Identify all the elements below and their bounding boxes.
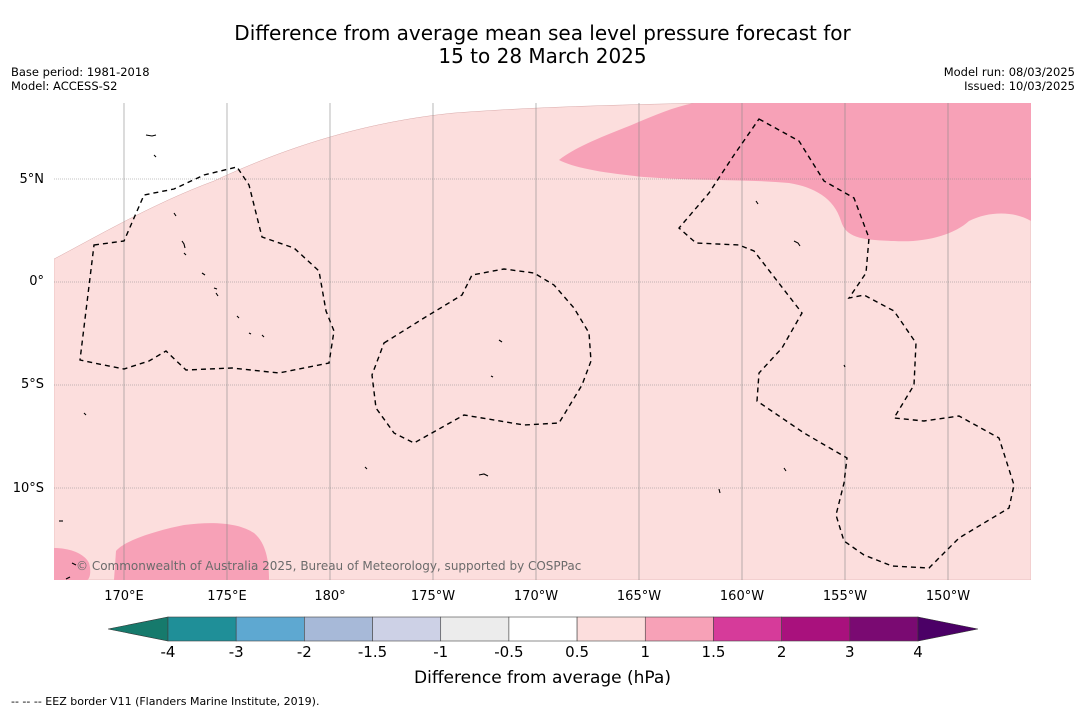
lat-label-5n: 5°N <box>19 172 45 187</box>
colorbar-segment-1 <box>167 616 237 642</box>
colorbar-segment-5 <box>440 616 510 642</box>
metadata-left: Base period: 1981-2018 Model: ACCESS-S2 <box>11 65 150 93</box>
eez-border-kiribati-gilbert <box>79 166 335 374</box>
model-run: Model run: 08/03/2025 <box>943 65 1075 79</box>
colorbar-segment-11 <box>849 616 919 642</box>
map-canvas <box>54 103 1031 580</box>
colorbar-segment-6 <box>508 616 578 642</box>
lon-label-155w: 155°W <box>822 589 868 604</box>
eez-border-line-islands <box>678 118 1015 569</box>
lon-label-175e: 175°E <box>207 589 247 604</box>
map-area <box>54 103 1031 580</box>
lon-label-160w: 160°W <box>719 589 765 604</box>
lon-label-165w: 165°W <box>616 589 662 604</box>
pressure-band-0.5-to-1 <box>54 103 1031 580</box>
colorbar-tick-label: -4 <box>160 643 176 661</box>
lat-label-5s: 5°S <box>20 377 44 392</box>
lat-label-0: 0° <box>29 274 44 289</box>
model-name: Model: ACCESS-S2 <box>11 79 118 93</box>
pressure-band-1-to-1.5-north <box>559 103 1031 242</box>
title-line-2: 15 to 28 March 2025 <box>438 44 647 68</box>
colorbar-tick-label: 3 <box>845 643 855 661</box>
colorbar-segment-3 <box>304 616 373 642</box>
lon-label-180: 180° <box>314 589 346 604</box>
colorbar-tick-label: 1 <box>640 643 651 661</box>
colorbar-tick-label: 0.5 <box>565 643 590 661</box>
eez-borders <box>79 118 1015 569</box>
lon-label-150w: 150°W <box>925 589 971 604</box>
colorbar-tick-label: 4 <box>913 643 923 661</box>
pressure-band-1-to-1.5-corner <box>54 548 91 580</box>
colorbar-segment-8 <box>644 616 714 642</box>
base-period: Base period: 1981-2018 <box>11 65 150 79</box>
footnote: -- -- -- EEZ border V11 (Flanders Marine… <box>11 695 320 708</box>
lat-label-10s: 10°S <box>12 481 44 496</box>
colorbar-tick-label: 2 <box>776 643 787 661</box>
title-line-1: Difference from average mean sea level p… <box>234 21 851 45</box>
colorbar-extend-high <box>917 616 978 642</box>
lon-label-170w: 170°W <box>513 589 559 604</box>
colorbar-segment-2 <box>235 616 305 642</box>
gridlines <box>54 103 1031 580</box>
colorbar-tick-label: -1.5 <box>357 643 388 661</box>
colorbar-tick-label: -0.5 <box>494 643 524 661</box>
colorbar-segment-7 <box>576 616 646 642</box>
colorbar-extend-low <box>108 616 169 642</box>
colorbar-label: Difference from average (hPa) <box>414 668 671 688</box>
colorbar-segment-4 <box>372 616 442 642</box>
lon-label-170e: 170°E <box>104 589 144 604</box>
colorbar <box>108 616 978 642</box>
lon-label-175w: 175°W <box>410 589 456 604</box>
colorbar-segment-9 <box>713 616 782 642</box>
colorbar-tick-label: 1.5 <box>701 643 726 661</box>
colorbar-tick-label: -2 <box>296 643 312 661</box>
islands <box>59 134 846 580</box>
colorbar-tick-label: -1 <box>433 643 449 661</box>
chart-title: Difference from average mean sea level p… <box>0 22 1085 68</box>
metadata-right: Model run: 08/03/2025 Issued: 10/03/2025 <box>944 65 1075 93</box>
pressure-band-1-to-1.5-southwest <box>114 523 269 580</box>
colorbar-segment-10 <box>781 616 851 642</box>
colorbar-tick-label: -3 <box>228 643 244 661</box>
copyright-notice: © Commonwealth of Australia 2025, Bureau… <box>76 559 582 573</box>
eez-border-phoenix <box>371 268 592 444</box>
issued-date: Issued: 10/03/2025 <box>964 79 1075 93</box>
